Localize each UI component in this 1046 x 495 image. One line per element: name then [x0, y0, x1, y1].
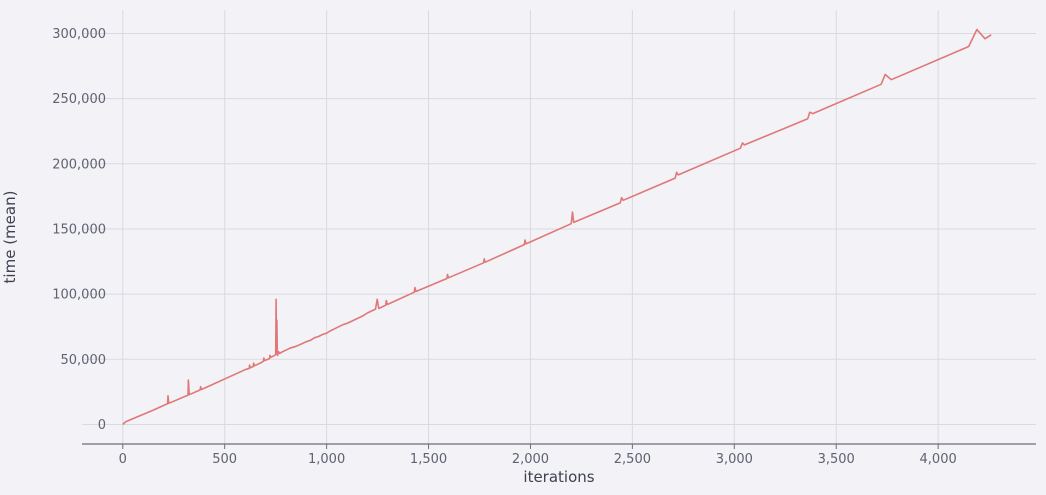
y-tick-label: 0	[98, 418, 106, 433]
x-tick-label: 1,500	[410, 452, 447, 467]
y-tick-label: 300,000	[52, 27, 106, 42]
y-tick-label: 200,000	[52, 157, 106, 172]
x-tick-label: 4,000	[920, 452, 957, 467]
series-line-1	[122, 28, 992, 426]
x-tick-label: 3,500	[818, 452, 855, 467]
y-axis-label: time (mean)	[1, 191, 19, 284]
x-tick-label: 500	[212, 452, 237, 467]
x-tick-label: 0	[119, 452, 127, 467]
x-tick-label: 2,000	[512, 452, 549, 467]
x-axis-ticks: 0 500 1,000 1,500 2,000 2,500 3,000 3,500 4,000	[119, 444, 957, 467]
x-tick-label: 1,000	[308, 452, 345, 467]
y-tick-label: 250,000	[52, 92, 106, 107]
y-axis-ticks: 0 50,000 100,000 150,000 200,000 250,000 300,0…	[52, 27, 106, 433]
y-tick-label: 50,000	[61, 353, 107, 368]
x-tick-label: 2,500	[614, 452, 651, 467]
y-tick-label: 150,000	[52, 222, 106, 237]
x-tick-label: 3,000	[716, 452, 753, 467]
x-axis-label: iterations	[523, 468, 594, 486]
vertical-gridlines	[122, 10, 939, 444]
series-layer	[122, 28, 992, 426]
y-tick-label: 100,000	[52, 288, 106, 303]
